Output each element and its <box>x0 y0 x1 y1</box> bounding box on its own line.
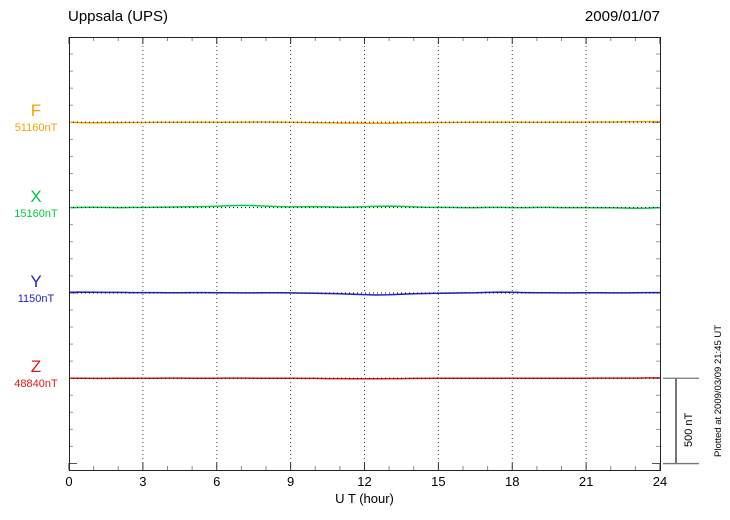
series-base-value-X: 15160nT <box>14 208 58 220</box>
plotted-at-note: Plotted at 2009/03/09 21:45 UT <box>713 324 724 457</box>
series-label-F: F 51160nT <box>6 101 66 135</box>
scalebar-label: 500 nT <box>683 412 695 447</box>
series-base-value-Z: 48840nT <box>14 378 58 390</box>
plot-frame <box>69 37 661 471</box>
x-tick-label-6: 6 <box>213 474 221 489</box>
series-label-X: X 15160nT <box>6 187 66 221</box>
series-letter-X: X <box>30 187 42 206</box>
series-base-value-F: 51160nT <box>14 122 58 134</box>
station-title: Uppsala (UPS) <box>68 8 169 25</box>
series-label-Y: Y 1150nT <box>6 272 66 306</box>
series-letter-Z: Z <box>30 357 42 376</box>
x-tick-label-21: 21 <box>578 474 594 489</box>
series-letter-F: F <box>30 101 42 120</box>
x-tick-label-24: 24 <box>652 474 668 489</box>
x-tick-label-3: 3 <box>139 474 147 489</box>
series-letter-Y: Y <box>30 272 42 291</box>
x-tick-label-18: 18 <box>505 474 520 489</box>
series-label-Z: Z 48840nT <box>6 357 66 391</box>
x-axis-title: U T (hour) <box>335 491 394 506</box>
x-tick-label-0: 0 <box>65 474 73 489</box>
plot-date: 2009/01/07 <box>584 8 660 25</box>
series-base-value-Y: 1150nT <box>17 293 55 305</box>
x-tick-label-15: 15 <box>431 474 446 489</box>
x-tick-label-9: 9 <box>287 474 295 489</box>
x-tick-label-12: 12 <box>357 474 372 489</box>
